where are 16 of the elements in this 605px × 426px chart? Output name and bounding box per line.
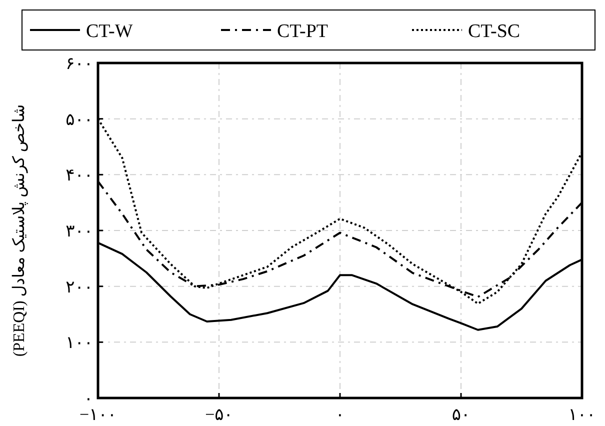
y-tick-label: ۰ [84, 389, 93, 408]
x-tick-label: ۵۰ [452, 405, 470, 424]
y-tick-label: ۶۰۰ [66, 54, 93, 73]
y-tick-label: ۲۰۰ [66, 277, 93, 296]
legend-label: CT-SC [468, 21, 520, 42]
x-tick-label: ۰ [335, 405, 345, 424]
y-tick-label: ۴۰۰ [66, 166, 93, 185]
y-tick-label: ۳۰۰ [66, 222, 93, 240]
y-tick-label: ۵۰۰ [66, 110, 93, 129]
x-tick-label: ۱۰۰ [568, 405, 596, 424]
legend-label: CT-PT [277, 21, 328, 42]
legend-label: CT-W [86, 21, 133, 42]
x-tick-label: −۱۰۰ [80, 405, 116, 424]
x-tick-label: −۵۰ [205, 405, 233, 424]
y-axis-title: شاخص کرنش پلاستیک معادل (PEEQI) [11, 104, 28, 357]
y-tick-label: ۱۰۰ [66, 333, 93, 352]
